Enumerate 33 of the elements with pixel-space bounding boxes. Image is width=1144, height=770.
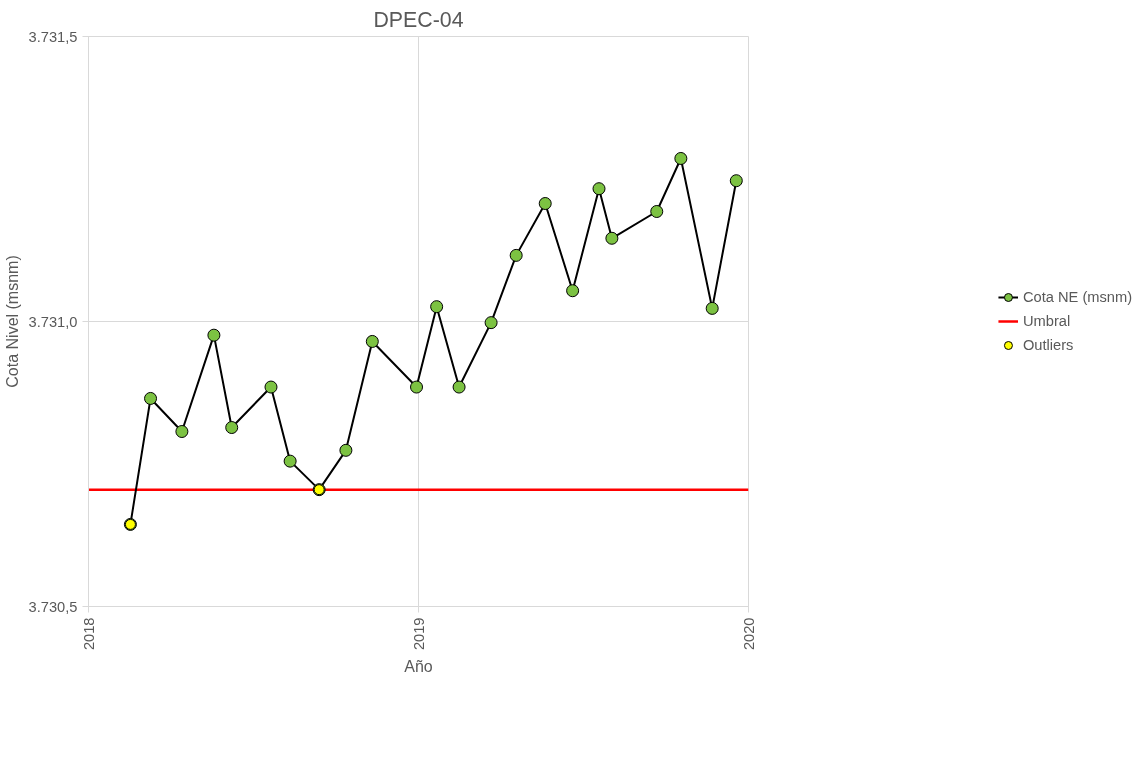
legend-label: Outliers [1022,337,1074,353]
point [452,380,466,394]
point [650,205,664,218]
y-tick-label: 3.731,5 [28,28,78,45]
point [705,301,719,315]
point [264,380,278,394]
point [484,316,498,330]
x-axis-title: Año [404,658,433,676]
point [566,284,580,298]
y-tick-label: 3.730,5 [28,598,78,615]
point [365,334,379,348]
point [592,182,606,196]
point [538,197,552,210]
point [283,454,297,468]
point [144,391,158,405]
x-tick-label: 2018 [80,617,97,651]
point [430,300,444,314]
y-tick-label: 3.731,0 [28,313,78,330]
point [605,231,619,245]
x-tick-label: 2020 [740,617,757,651]
point [339,443,353,457]
legend-label: Umbral [1022,313,1071,329]
point [674,151,688,165]
point [509,248,523,262]
point [207,328,221,342]
point [410,380,424,394]
point [729,174,743,188]
chart-title: DPEC-04 [373,7,464,32]
legend-label: Cota NE (msnm) [1022,289,1133,305]
y-axis-title: Cota Nivel (msnm) [3,255,21,388]
point [225,421,239,435]
x-tick-label: 2019 [410,617,427,651]
point [175,425,189,438]
